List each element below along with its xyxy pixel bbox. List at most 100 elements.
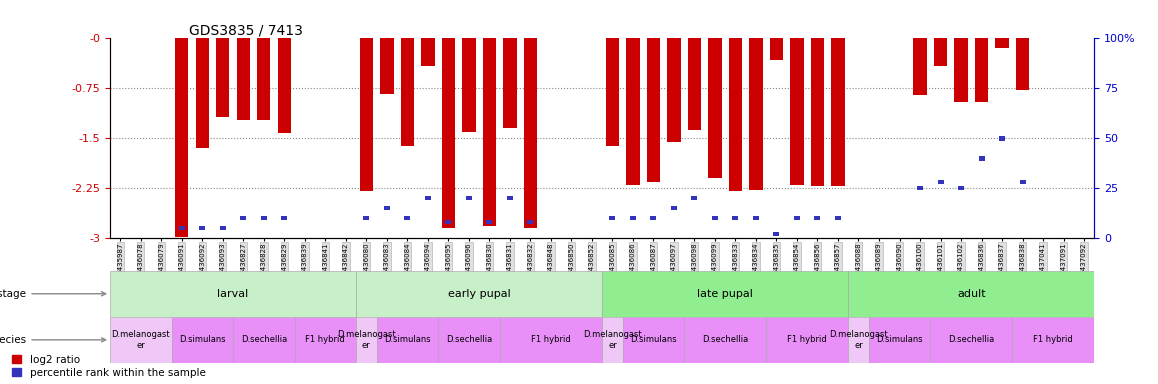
Bar [753, 216, 758, 220]
Bar [278, 38, 291, 133]
Bar [438, 317, 499, 363]
Bar [527, 220, 534, 224]
Bar [609, 216, 615, 220]
Text: early pupal: early pupal [448, 289, 511, 299]
Text: F1 hybrid: F1 hybrid [1033, 335, 1073, 344]
Text: D.sechellia: D.sechellia [446, 335, 492, 344]
Text: D.melanogast
er: D.melanogast er [111, 330, 170, 349]
Bar [688, 38, 701, 130]
Bar [1019, 180, 1026, 184]
Bar [281, 216, 287, 220]
Bar [930, 317, 1012, 363]
Bar [483, 38, 496, 226]
Bar [380, 38, 394, 94]
Bar [523, 38, 537, 228]
Bar [499, 317, 602, 363]
Bar [466, 196, 471, 200]
Bar [623, 317, 684, 363]
Bar [749, 38, 763, 190]
Bar [709, 38, 721, 178]
Text: D.simulans: D.simulans [877, 335, 923, 344]
Text: F1 hybrid: F1 hybrid [787, 335, 827, 344]
Bar [294, 317, 357, 363]
Text: D.melanogast
er: D.melanogast er [829, 330, 888, 349]
Bar [401, 38, 415, 146]
Bar [199, 226, 205, 230]
Bar [914, 38, 926, 95]
Bar [790, 38, 804, 185]
Bar [217, 38, 229, 117]
Bar [196, 38, 208, 148]
Text: D.simulans: D.simulans [630, 335, 676, 344]
Bar [667, 38, 681, 142]
Bar [175, 38, 189, 237]
Bar [670, 206, 677, 210]
Text: F1 hybrid: F1 hybrid [532, 335, 571, 344]
Bar [868, 317, 930, 363]
Bar [602, 271, 848, 317]
Bar [357, 271, 602, 317]
Bar [933, 38, 947, 66]
Bar [236, 38, 250, 119]
Bar [835, 216, 841, 220]
Bar [814, 216, 821, 220]
Text: D.sechellia: D.sechellia [241, 335, 287, 344]
Text: adult: adult [957, 289, 985, 299]
Text: GDS3835 / 7413: GDS3835 / 7413 [189, 23, 302, 37]
Bar [794, 216, 800, 220]
Bar [712, 216, 718, 220]
Bar [684, 317, 767, 363]
Bar [486, 220, 492, 224]
Text: larval: larval [218, 289, 249, 299]
Text: D.simulans: D.simulans [179, 335, 226, 344]
Bar [257, 38, 271, 119]
Bar [848, 317, 868, 363]
Bar [767, 317, 848, 363]
Bar [383, 206, 390, 210]
Bar [171, 317, 233, 363]
Bar [376, 317, 438, 363]
Bar [733, 216, 739, 220]
Bar [178, 226, 185, 230]
Bar [979, 156, 984, 161]
Bar [774, 232, 779, 237]
Bar [504, 38, 516, 128]
Bar [996, 38, 1009, 48]
Bar [507, 196, 513, 200]
Bar [691, 196, 697, 200]
Bar [462, 38, 476, 132]
Bar [811, 38, 824, 186]
Bar [233, 317, 294, 363]
Bar [404, 216, 410, 220]
Bar [446, 220, 452, 224]
Bar [958, 186, 963, 190]
Bar [606, 38, 620, 146]
Bar [728, 38, 742, 192]
Legend: log2 ratio, percentile rank within the sample: log2 ratio, percentile rank within the s… [10, 354, 206, 379]
Text: species: species [0, 335, 105, 345]
Bar [630, 216, 636, 220]
Text: D.simulans: D.simulans [384, 335, 431, 344]
Bar [261, 216, 266, 220]
Bar [422, 38, 434, 66]
Bar [848, 271, 1094, 317]
Bar [999, 136, 1005, 141]
Bar [110, 317, 171, 363]
Bar [938, 180, 944, 184]
Bar [917, 186, 923, 190]
Bar [360, 38, 373, 192]
Bar [626, 38, 639, 185]
Bar [975, 38, 988, 102]
Bar [241, 216, 247, 220]
Bar [425, 196, 431, 200]
Bar [770, 38, 783, 60]
Bar [651, 216, 657, 220]
Bar [110, 271, 357, 317]
Bar [1012, 317, 1094, 363]
Bar [364, 216, 369, 220]
Text: D.sechellia: D.sechellia [702, 335, 748, 344]
Text: D.melanogast
er: D.melanogast er [584, 330, 642, 349]
Bar [1016, 38, 1029, 90]
Bar [602, 317, 623, 363]
Text: F1 hybrid: F1 hybrid [306, 335, 345, 344]
